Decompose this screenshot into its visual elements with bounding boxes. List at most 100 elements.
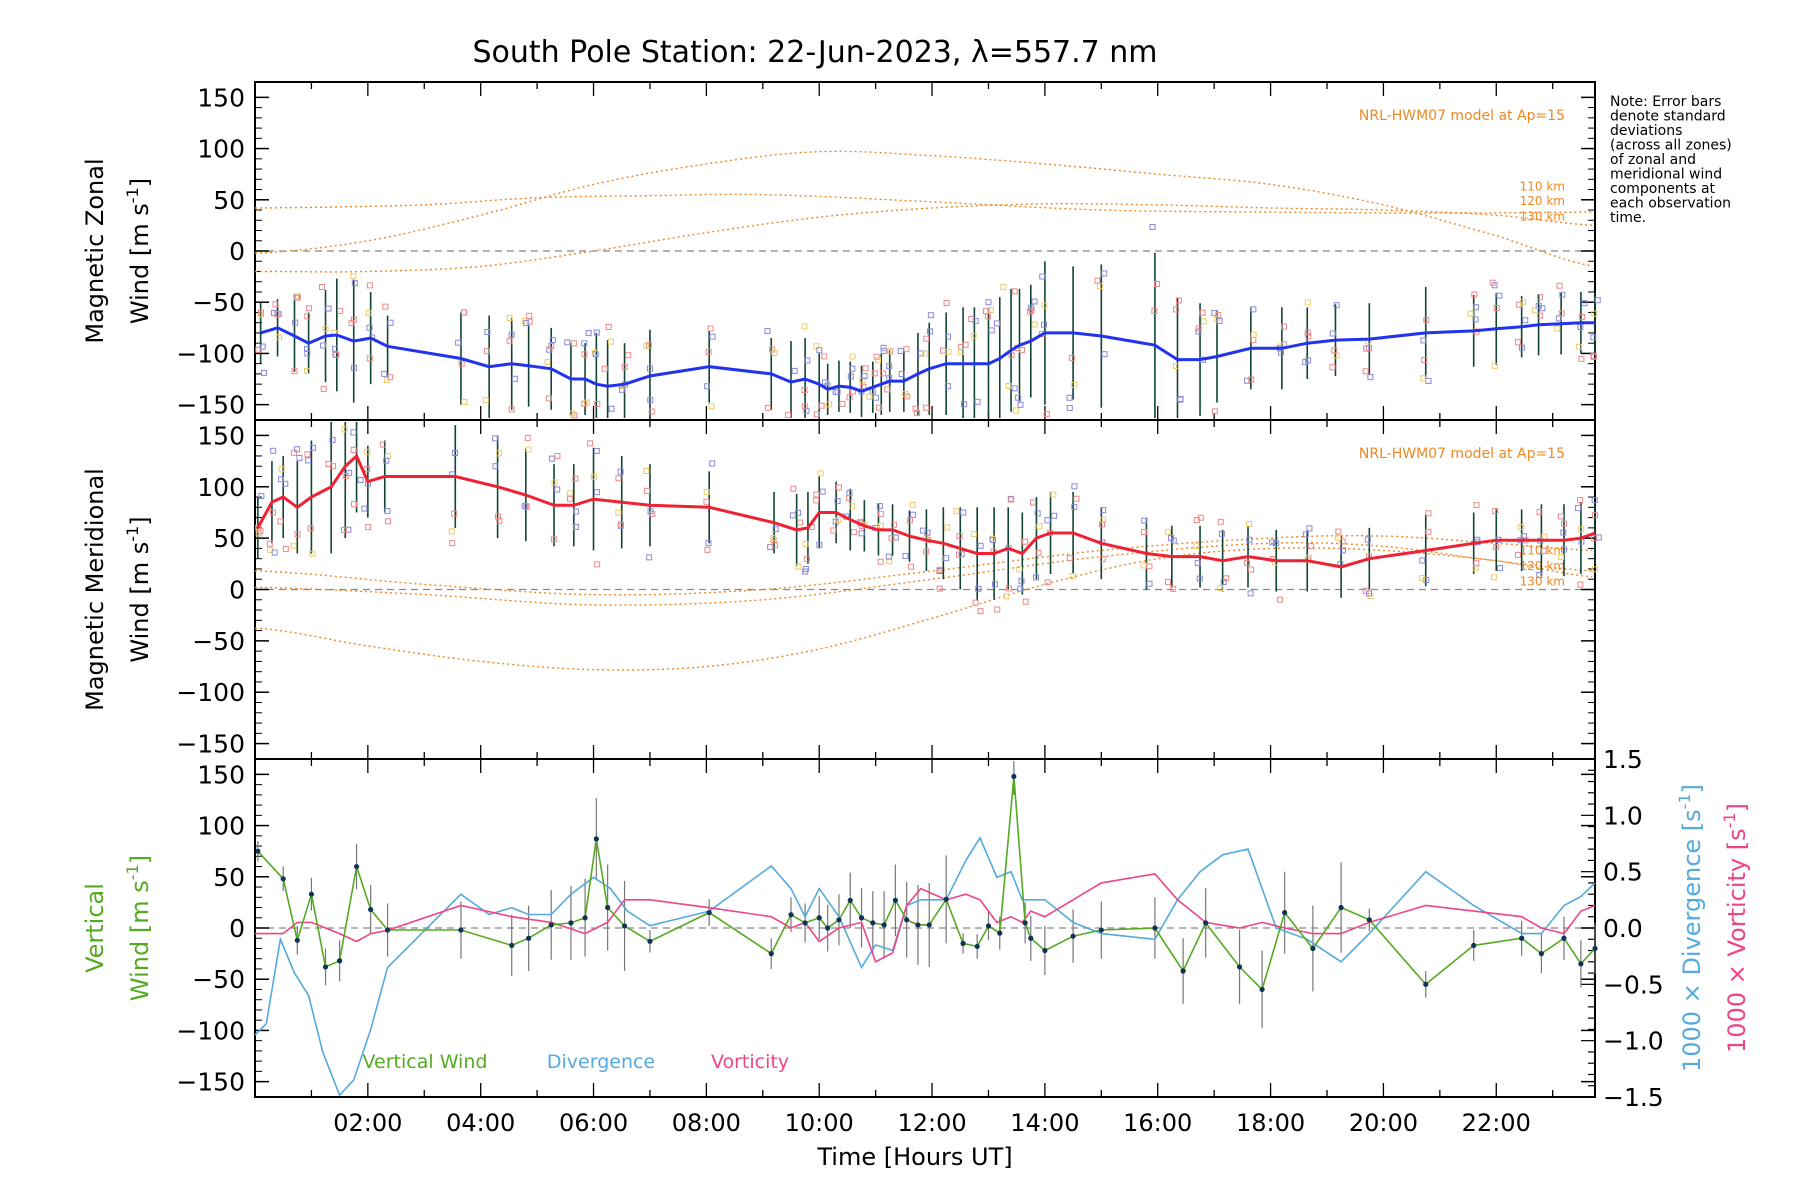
scatter-sample — [1044, 579, 1051, 586]
vertical-wind-point — [836, 917, 842, 923]
scatter-sample — [1031, 321, 1038, 328]
scatter-sample — [989, 535, 996, 542]
vertical-wind-point — [548, 922, 554, 928]
scatter-sample — [936, 566, 943, 573]
scatter-sample — [1590, 353, 1597, 360]
note-line: time. — [1610, 210, 1646, 226]
vertical-wind-point — [768, 951, 774, 957]
scatter-sample — [764, 328, 771, 335]
scatter-sample — [1334, 534, 1341, 541]
scatter-sample — [461, 398, 468, 405]
scatter-sample — [1591, 497, 1598, 504]
scatter-sample — [266, 540, 273, 547]
scatter-sample — [903, 346, 910, 353]
scatter-sample — [1199, 309, 1206, 316]
x-tick-label: 14:00 — [1010, 1109, 1079, 1137]
scatter-sample — [1151, 307, 1158, 314]
y-tick-label: 100 — [197, 812, 245, 841]
scatter-sample — [523, 320, 530, 327]
scatter-sample — [877, 558, 884, 565]
scatter-sample — [1471, 291, 1478, 298]
scatter-sample — [345, 526, 352, 533]
scatter-sample — [1304, 299, 1311, 306]
scatter-sample — [569, 410, 576, 417]
scatter-sample — [1514, 551, 1521, 558]
scatter-sample — [801, 323, 808, 330]
vertical-wind-point — [1098, 927, 1104, 933]
scatter-sample — [461, 309, 468, 316]
scatter-sample — [379, 441, 386, 448]
scatter-sample — [1066, 555, 1073, 562]
scatter-sample — [832, 388, 839, 395]
vertical-wind-point — [337, 958, 343, 964]
scatter-sample — [1016, 566, 1023, 573]
scatter-sample — [1141, 529, 1148, 536]
scatter-sample — [1473, 502, 1480, 509]
scatter-sample — [1497, 565, 1504, 572]
scatter-sample — [993, 320, 1000, 327]
scatter-sample — [846, 394, 853, 401]
scatter-sample — [803, 556, 810, 563]
scatter-sample — [1040, 321, 1047, 328]
scatter-sample — [648, 408, 655, 415]
y-tick-label: −150 — [176, 1068, 245, 1097]
scatter-sample — [1340, 547, 1347, 554]
scatter-sample — [259, 343, 266, 350]
scatter-sample — [291, 368, 298, 375]
scatter-sample — [1421, 356, 1428, 363]
vertical-wind-point — [825, 925, 831, 931]
scatter-sample — [1250, 331, 1257, 338]
scatter-sample — [258, 492, 265, 499]
scatter-sample — [320, 342, 327, 349]
scatter-sample — [1522, 317, 1529, 324]
scatter-sample — [544, 358, 551, 365]
scatter-sample — [1243, 559, 1250, 566]
scatter-sample — [1467, 310, 1474, 317]
scatter-sample — [617, 468, 624, 475]
scatter-sample — [1425, 528, 1432, 535]
vertical-wind-point — [1592, 945, 1598, 952]
scatter-sample — [305, 457, 312, 464]
scatter-sample — [307, 525, 314, 532]
y-tick-label: 100 — [197, 135, 245, 164]
scatter-sample — [1071, 483, 1078, 490]
scatter-sample — [350, 364, 357, 371]
scatter-sample — [961, 401, 968, 408]
scatter-sample — [546, 346, 553, 353]
scatter-sample — [1069, 573, 1076, 580]
y-tick-label: −100 — [176, 1016, 245, 1045]
scatter-sample — [790, 485, 797, 492]
scatter-sample — [816, 347, 823, 354]
scatter-sample — [1018, 346, 1025, 353]
scatter-sample — [366, 282, 373, 289]
x-tick-label: 04:00 — [446, 1109, 515, 1137]
scatter-sample — [839, 400, 846, 407]
scatter-sample — [282, 545, 289, 552]
scatter-sample — [548, 455, 555, 462]
scatter-sample — [269, 509, 276, 516]
vertical-wind-point — [458, 927, 464, 933]
vertical-wind-point — [582, 915, 588, 921]
scatter-sample — [1491, 574, 1498, 581]
scatter-sample — [581, 400, 588, 407]
scatter-sample — [365, 524, 372, 531]
scatter-sample — [1276, 596, 1283, 603]
scatter-sample — [303, 367, 310, 374]
vertical-wind-point — [858, 915, 865, 921]
vertical-wind-point — [1338, 904, 1344, 911]
scatter-sample — [607, 338, 614, 345]
model-alt-label: 130 km — [1520, 209, 1565, 223]
vertical-wind-point — [568, 920, 574, 926]
scatter-sample — [835, 517, 842, 524]
y2-tick-label: 1.5 — [1603, 745, 1643, 774]
vertical-wind-point — [847, 897, 853, 903]
scatter-sample — [1022, 538, 1029, 545]
scatter-sample — [789, 512, 796, 519]
scatter-sample — [803, 407, 810, 414]
model-alt-label: 110 km — [1520, 180, 1565, 194]
scatter-sample — [461, 309, 468, 316]
scatter-sample — [581, 340, 588, 347]
scatter-sample — [847, 373, 854, 380]
x-tick-label: 06:00 — [559, 1109, 628, 1137]
scatter-sample — [585, 330, 592, 337]
